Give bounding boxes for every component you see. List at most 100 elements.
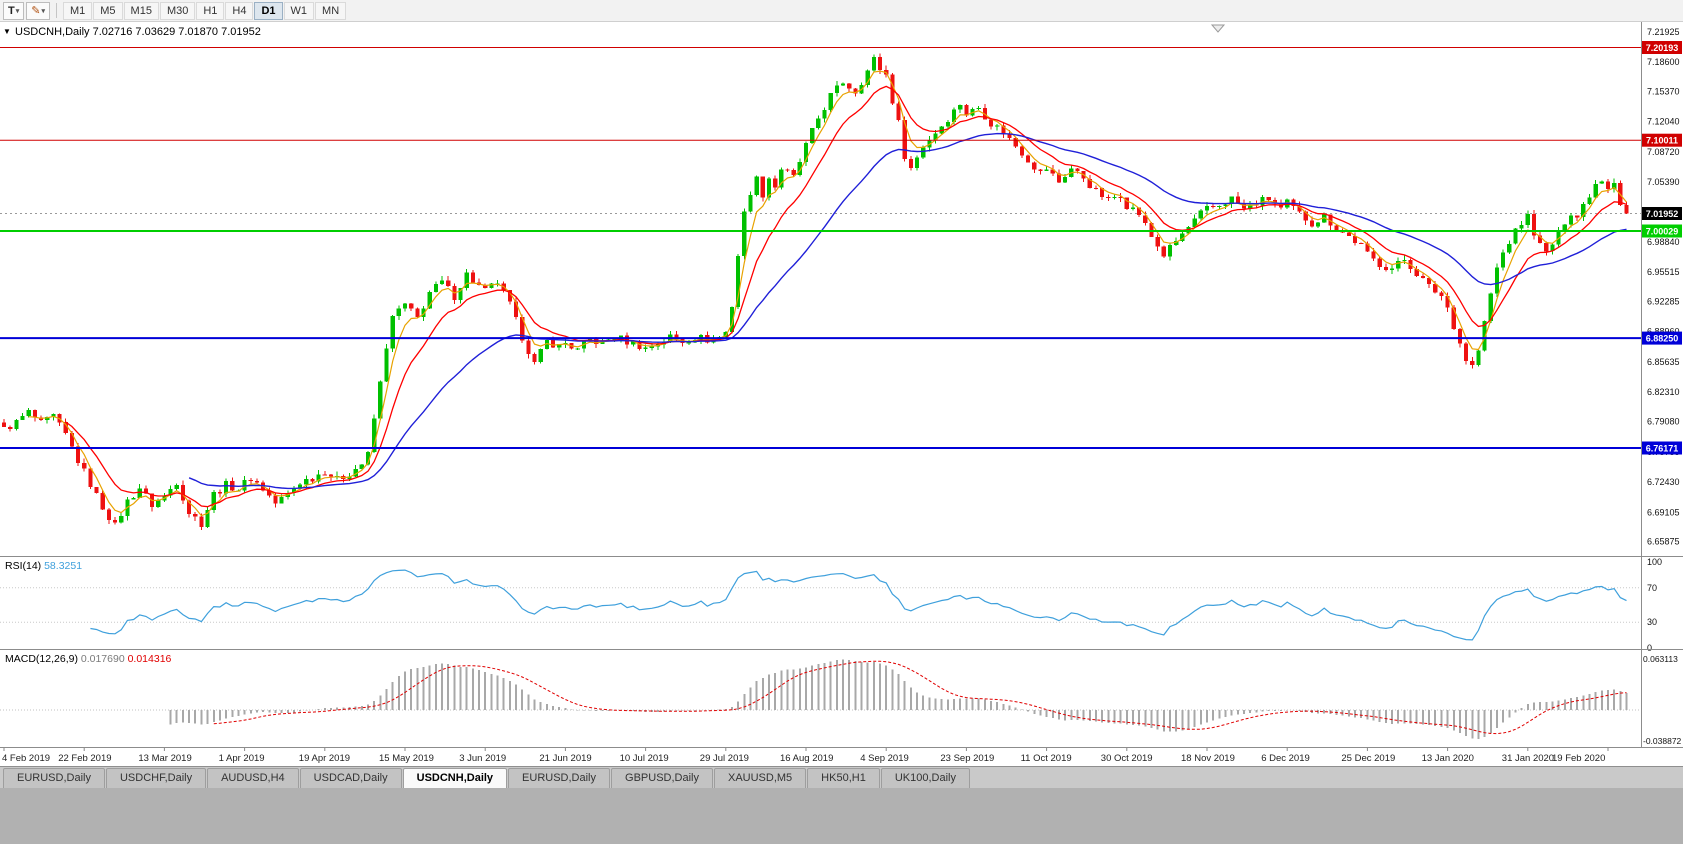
tab-audusd-h4[interactable]: AUDUSD,H4 <box>207 768 299 788</box>
timeframe-w1[interactable]: W1 <box>283 1 315 20</box>
ma-mid-line <box>65 85 1627 508</box>
tab-eurusd-daily[interactable]: EURUSD,Daily <box>508 768 611 788</box>
symbol-menu-icon: ▼ <box>3 27 11 36</box>
svg-text:11 Oct 2019: 11 Oct 2019 <box>1021 753 1072 764</box>
svg-text:7.08720: 7.08720 <box>1647 147 1680 157</box>
svg-text:19 Feb 2020: 19 Feb 2020 <box>1552 753 1605 764</box>
timeframe-buttons: M1 M5 M15 M30 H1 H4 D1 W1 MN <box>62 1 347 20</box>
svg-text:23 Sep 2019: 23 Sep 2019 <box>940 753 994 764</box>
svg-text:6.85635: 6.85635 <box>1647 357 1680 367</box>
svg-text:10 Jul 2019: 10 Jul 2019 <box>620 753 669 764</box>
svg-text:7.01952: 7.01952 <box>1646 209 1679 219</box>
tab-usdcnh-daily[interactable]: USDCNH,Daily <box>402 768 508 788</box>
svg-text:6.76171: 6.76171 <box>1646 444 1679 454</box>
chart-shift-marker-icon <box>1210 24 1226 33</box>
timeframe-mn[interactable]: MN <box>315 1 347 20</box>
svg-text:4 Feb 2019: 4 Feb 2019 <box>2 753 50 764</box>
timeframe-m5[interactable]: M5 <box>93 1 123 20</box>
svg-text:13 Jan 2020: 13 Jan 2020 <box>1422 753 1474 764</box>
macd-histogram <box>169 659 1628 739</box>
price-label-box <box>1642 331 1682 345</box>
rsi-label: RSI(14) 58.3251 <box>5 560 82 572</box>
chart-legend: USDCNH,Daily 7.02716 7.03629 7.01870 7.0… <box>15 26 261 38</box>
svg-text:6.92285: 6.92285 <box>1647 296 1680 306</box>
text-tool-button[interactable]: T ▾ <box>3 1 25 20</box>
svg-text:6.98840: 6.98840 <box>1647 237 1680 247</box>
timeframe-h1[interactable]: H1 <box>196 1 225 20</box>
tab-usdchf-daily[interactable]: USDCHF,Daily <box>105 768 207 788</box>
svg-text:7.05390: 7.05390 <box>1647 177 1680 187</box>
svg-text:7.21925: 7.21925 <box>1647 27 1680 37</box>
svg-text:6.88250: 6.88250 <box>1646 334 1679 344</box>
chart-tabs-bar: EURUSD,Daily USDCHF,Daily AUDUSD,H4 USDCAD,… <box>0 766 1683 788</box>
svg-text:1 Apr 2019: 1 Apr 2019 <box>219 753 265 764</box>
svg-text:0.063113: 0.063113 <box>1643 654 1678 664</box>
macd-signal-line <box>213 660 1627 735</box>
svg-text:22 Feb 2019: 22 Feb 2019 <box>58 753 111 764</box>
svg-text:29 Jul 2019: 29 Jul 2019 <box>700 753 749 764</box>
svg-text:30 Oct 2019: 30 Oct 2019 <box>1101 753 1153 764</box>
svg-text:6.72430: 6.72430 <box>1647 477 1680 487</box>
price-label-box <box>1642 207 1682 220</box>
svg-text:16 Aug 2019: 16 Aug 2019 <box>780 753 833 764</box>
timeframe-m15[interactable]: M15 <box>123 1 159 20</box>
svg-text:7.18600: 7.18600 <box>1647 57 1680 67</box>
price-chart[interactable]: ▼ USDCNH,Daily 7.02716 7.03629 7.01870 7.… <box>0 22 1683 766</box>
timeframe-d1[interactable]: D1 <box>254 1 283 20</box>
svg-text:6.65875: 6.65875 <box>1647 537 1680 547</box>
svg-text:3 Jun 2019: 3 Jun 2019 <box>459 753 506 764</box>
price-label-box <box>1642 441 1682 455</box>
ma-slow-line <box>188 132 1627 490</box>
svg-text:0: 0 <box>1647 643 1652 653</box>
svg-text:70: 70 <box>1647 583 1657 593</box>
tab-xauusd-m5[interactable]: XAUUSD,M5 <box>713 768 807 788</box>
svg-text:18 Nov 2019: 18 Nov 2019 <box>1181 753 1235 764</box>
svg-text:15 May 2019: 15 May 2019 <box>379 753 434 764</box>
tab-uk100-daily[interactable]: UK100,Daily <box>880 768 970 788</box>
timeframe-m1[interactable]: M1 <box>62 1 93 20</box>
pencil-icon: ✎ <box>31 5 41 17</box>
toolbar-separator <box>55 3 57 18</box>
svg-text:7.00029: 7.00029 <box>1646 227 1679 237</box>
svg-text:7.10011: 7.10011 <box>1646 136 1678 146</box>
price-axis: 7.21925 7.18600 7.15370 7.12040 7.08720 7.053… <box>1642 27 1682 547</box>
draw-tool-button[interactable]: ✎ ▾ <box>26 1 50 20</box>
svg-text:25 Dec 2019: 25 Dec 2019 <box>1341 753 1395 764</box>
svg-text:21 Jun 2019: 21 Jun 2019 <box>539 753 591 764</box>
timeframe-h4[interactable]: H4 <box>225 1 254 20</box>
x-axis-labels: 4 Feb 2019 22 Feb 2019 13 Mar 2019 1 Apr 20… <box>2 748 1609 764</box>
tab-gbpusd-daily[interactable]: GBPUSD,Daily <box>611 768 713 788</box>
ma-fast-line <box>28 70 1627 517</box>
chevron-down-icon: ▾ <box>41 7 45 15</box>
svg-text:7.20193: 7.20193 <box>1646 43 1679 53</box>
toolbar: T ▾ ✎ ▾ M1 M5 M15 M30 H1 H4 D1 W1 MN <box>0 0 1683 22</box>
price-label-box <box>1642 224 1682 238</box>
svg-text:-0.038872: -0.038872 <box>1643 736 1682 746</box>
timeframe-m30[interactable]: M30 <box>159 1 196 20</box>
svg-text:6 Dec 2019: 6 Dec 2019 <box>1261 753 1310 764</box>
svg-text:100: 100 <box>1647 557 1662 567</box>
price-label-box <box>1642 133 1682 147</box>
svg-text:4 Sep 2019: 4 Sep 2019 <box>860 753 909 764</box>
svg-text:31 Jan 2020: 31 Jan 2020 <box>1502 753 1554 764</box>
chevron-down-icon: ▾ <box>15 7 20 15</box>
svg-text:13 Mar 2019: 13 Mar 2019 <box>138 753 191 764</box>
svg-text:30: 30 <box>1647 617 1657 627</box>
tab-usdcad-daily[interactable]: USDCAD,Daily <box>299 768 402 788</box>
svg-text:7.15370: 7.15370 <box>1647 86 1680 96</box>
text-tool-label: T <box>8 4 15 17</box>
svg-text:6.95515: 6.95515 <box>1647 267 1680 277</box>
tab-eurusd-daily[interactable]: EURUSD,Daily <box>3 768 105 788</box>
svg-text:19 Apr 2019: 19 Apr 2019 <box>299 753 350 764</box>
svg-text:7.12040: 7.12040 <box>1647 117 1680 127</box>
svg-text:6.79080: 6.79080 <box>1647 417 1680 427</box>
rsi-line <box>90 569 1627 641</box>
macd-label: MACD(12,26,9) 0.017690 0.014316 <box>5 653 172 665</box>
svg-text:6.69105: 6.69105 <box>1647 507 1680 517</box>
price-label-box <box>1642 41 1682 54</box>
tab-hk50-h1[interactable]: HK50,H1 <box>807 768 880 788</box>
status-strip <box>0 788 1683 844</box>
candles-layer <box>1 53 1629 531</box>
svg-text:6.82310: 6.82310 <box>1647 387 1680 397</box>
